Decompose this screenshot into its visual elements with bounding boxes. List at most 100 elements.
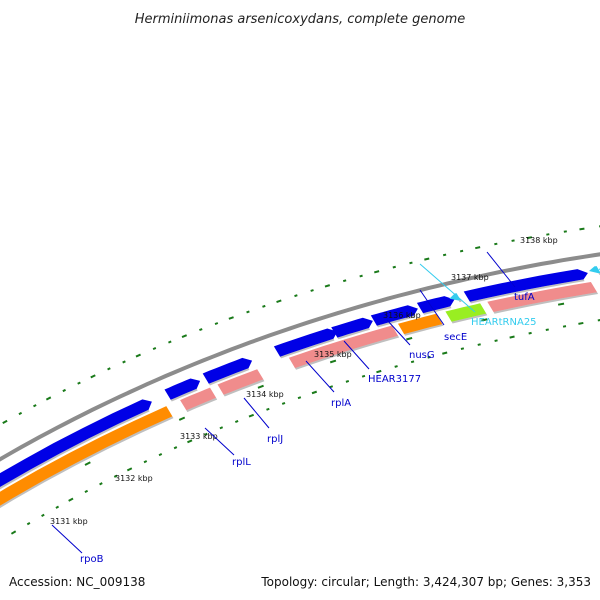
gc-dot	[113, 474, 118, 478]
gc-dot	[228, 316, 234, 320]
gc-dot	[181, 334, 188, 338]
tick-label: 3134 kbp	[246, 390, 284, 399]
gc-content-track	[2, 225, 600, 535]
gc-dot	[427, 355, 431, 359]
feature-rplJ-track	[217, 369, 264, 395]
tick-mark	[406, 336, 413, 341]
tick-label: 3132 kbp	[115, 474, 153, 483]
gc-dot	[494, 339, 498, 342]
feature-tufA-track	[487, 282, 598, 312]
gc-dot	[345, 379, 350, 383]
leader-line	[419, 263, 476, 313]
gc-dot	[158, 453, 163, 457]
cds-tufA	[463, 269, 588, 302]
gc-dot	[394, 365, 398, 368]
tick-marks: 3131 kbp 3132 kbp 3133 kbp 3134 kbp 3135 kbp…	[50, 236, 565, 526]
gc-dot	[135, 353, 141, 358]
gc-dot	[99, 482, 103, 486]
gc-dot	[26, 521, 31, 526]
gc-dot	[475, 246, 481, 250]
gc-dot	[374, 270, 380, 274]
cds-rplJ-shadow	[208, 368, 250, 386]
trna-HEARtRNA25	[449, 293, 461, 301]
tick-label: 3135 kbp	[314, 350, 352, 359]
gc-dot	[62, 388, 66, 393]
cds-rpoB	[0, 399, 152, 488]
gc-dot	[168, 340, 172, 344]
genome-summary-text: Topology: circular; Length: 3,424,307 bp…	[260, 575, 591, 589]
tick-mark	[329, 359, 337, 364]
cds-nusG	[370, 305, 418, 326]
gc-dot	[214, 322, 219, 325]
cds-rpoB-shadow	[0, 409, 150, 490]
leader-line	[343, 340, 370, 370]
gc-dot	[562, 325, 567, 328]
cds-rplL-shadow	[170, 388, 198, 402]
leader-line	[386, 319, 411, 346]
map-title: Herminiimonas arsenicoxydans, complete g…	[135, 12, 465, 27]
gc-dot	[392, 265, 396, 269]
tick-mark	[178, 416, 186, 421]
gc-dot	[546, 233, 550, 236]
gc-dot	[477, 343, 481, 346]
accession-text: Accession: NC_009138	[9, 575, 145, 589]
gc-dot	[409, 261, 413, 265]
leader-line	[486, 251, 516, 288]
gene-label-rpll: rplL	[232, 457, 251, 468]
gc-dot	[460, 347, 465, 350]
gc-dot	[376, 369, 382, 374]
tick-mark	[84, 461, 91, 466]
gc-dot	[173, 446, 178, 450]
gc-dot	[152, 347, 157, 351]
gc-dot	[41, 513, 45, 517]
leader-line	[243, 397, 270, 429]
gc-dot	[511, 239, 515, 242]
rrna-rpoB-track	[0, 406, 173, 506]
gc-dot	[45, 396, 52, 401]
gc-dot	[10, 530, 17, 535]
gc-dot	[579, 227, 585, 231]
feature-rplL-track-shadow	[186, 397, 218, 413]
gc-dot	[526, 236, 533, 240]
cds-rplA-shadow	[280, 338, 335, 359]
gene-label-rplj: rplJ	[267, 434, 283, 445]
gc-dot	[563, 230, 567, 233]
cds-rplK-shadow	[337, 328, 370, 340]
genome-backbone	[0, 252, 600, 462]
gc-dot	[204, 432, 208, 436]
gc-dot	[297, 396, 302, 400]
tick-mark	[257, 384, 264, 389]
gc-dot	[528, 331, 532, 335]
gc-dot	[359, 274, 363, 278]
backbone-line	[0, 252, 600, 462]
tick-label: 3137 kbp	[451, 273, 489, 282]
gc-dot	[90, 374, 96, 379]
gc-dot	[410, 360, 415, 364]
gc-dot	[545, 328, 549, 332]
gc-dot	[68, 497, 74, 502]
gc-dot	[199, 328, 203, 332]
gc-dot	[311, 390, 318, 395]
tick-mark	[481, 318, 488, 322]
gc-dot	[2, 419, 8, 425]
feature-rplL-track	[180, 387, 217, 411]
tick-label: 3131 kbp	[50, 517, 88, 526]
gc-dot	[442, 253, 447, 257]
cds-secE-shadow	[423, 306, 452, 315]
trna-HEARtRNA25-shadow	[458, 300, 462, 303]
trna-1	[589, 266, 600, 274]
tick-label: 3133 kbp	[180, 432, 218, 441]
feature-rplJ-track-shadow	[223, 379, 265, 397]
gc-dot	[33, 404, 37, 408]
feature-nusG-track-shadow	[404, 324, 444, 336]
rrna-rpoB-track-shadow	[0, 416, 174, 509]
gc-dot	[246, 310, 250, 314]
gc-dot	[77, 381, 81, 385]
gc-dot	[324, 284, 331, 288]
gc-dot	[424, 257, 430, 261]
feature-rplA-track-shadow	[295, 335, 400, 370]
gc-dot	[122, 360, 126, 364]
gc-dot	[107, 367, 111, 371]
gc-dot	[219, 426, 224, 430]
gc-dot	[310, 289, 314, 292]
